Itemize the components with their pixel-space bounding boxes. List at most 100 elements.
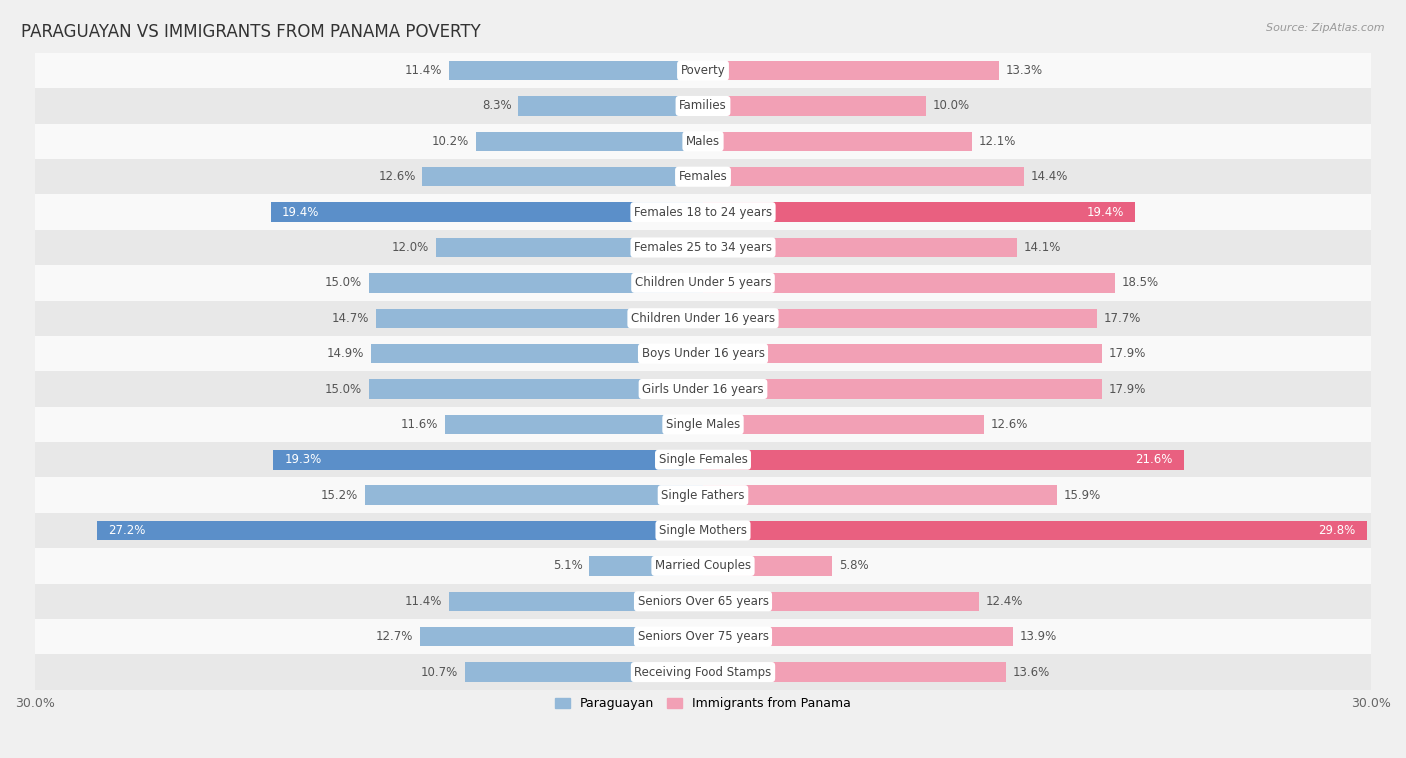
Bar bbox=[703, 61, 1000, 80]
Bar bbox=[703, 450, 1184, 469]
Text: 14.7%: 14.7% bbox=[332, 312, 368, 324]
Bar bbox=[35, 301, 1371, 336]
Text: 19.4%: 19.4% bbox=[1087, 205, 1123, 218]
Text: 5.1%: 5.1% bbox=[553, 559, 582, 572]
Bar bbox=[703, 96, 925, 116]
Legend: Paraguayan, Immigrants from Panama: Paraguayan, Immigrants from Panama bbox=[550, 692, 856, 716]
Bar bbox=[375, 309, 703, 328]
Bar bbox=[35, 194, 1371, 230]
Text: 10.0%: 10.0% bbox=[932, 99, 970, 112]
Bar bbox=[589, 556, 703, 575]
Text: Males: Males bbox=[686, 135, 720, 148]
Text: 13.6%: 13.6% bbox=[1012, 666, 1050, 678]
Text: 10.2%: 10.2% bbox=[432, 135, 470, 148]
Text: Married Couples: Married Couples bbox=[655, 559, 751, 572]
Text: 27.2%: 27.2% bbox=[108, 524, 146, 537]
Text: 13.3%: 13.3% bbox=[1005, 64, 1043, 77]
Text: 12.7%: 12.7% bbox=[377, 630, 413, 644]
Bar bbox=[703, 202, 1135, 222]
Bar bbox=[420, 627, 703, 647]
Text: 15.2%: 15.2% bbox=[321, 489, 359, 502]
Text: 12.4%: 12.4% bbox=[986, 595, 1024, 608]
Bar bbox=[449, 61, 703, 80]
Text: Source: ZipAtlas.com: Source: ZipAtlas.com bbox=[1267, 23, 1385, 33]
Text: 11.4%: 11.4% bbox=[405, 64, 443, 77]
Text: 14.4%: 14.4% bbox=[1031, 171, 1067, 183]
Bar bbox=[35, 548, 1371, 584]
Text: PARAGUAYAN VS IMMIGRANTS FROM PANAMA POVERTY: PARAGUAYAN VS IMMIGRANTS FROM PANAMA POV… bbox=[21, 23, 481, 41]
Bar bbox=[35, 478, 1371, 513]
Text: 8.3%: 8.3% bbox=[482, 99, 512, 112]
Bar bbox=[703, 273, 1115, 293]
Bar bbox=[703, 627, 1012, 647]
Text: 15.0%: 15.0% bbox=[325, 383, 363, 396]
Bar bbox=[436, 238, 703, 257]
Text: Single Males: Single Males bbox=[666, 418, 740, 431]
Bar bbox=[35, 53, 1371, 88]
Text: 13.9%: 13.9% bbox=[1019, 630, 1056, 644]
Text: 15.0%: 15.0% bbox=[325, 277, 363, 290]
Text: 17.9%: 17.9% bbox=[1108, 383, 1146, 396]
Bar bbox=[703, 591, 979, 611]
Bar bbox=[35, 88, 1371, 124]
Bar bbox=[35, 513, 1371, 548]
Text: Receiving Food Stamps: Receiving Food Stamps bbox=[634, 666, 772, 678]
Bar bbox=[273, 450, 703, 469]
Text: 29.8%: 29.8% bbox=[1319, 524, 1355, 537]
Bar bbox=[35, 230, 1371, 265]
Bar bbox=[35, 584, 1371, 619]
Bar bbox=[703, 379, 1102, 399]
Bar bbox=[35, 159, 1371, 194]
Bar bbox=[35, 619, 1371, 654]
Text: 17.7%: 17.7% bbox=[1104, 312, 1142, 324]
Bar bbox=[703, 662, 1005, 681]
Bar bbox=[371, 344, 703, 363]
Bar bbox=[703, 485, 1057, 505]
Text: 10.7%: 10.7% bbox=[420, 666, 458, 678]
Text: Females 25 to 34 years: Females 25 to 34 years bbox=[634, 241, 772, 254]
Bar bbox=[97, 521, 703, 540]
Bar bbox=[35, 442, 1371, 478]
Text: Families: Families bbox=[679, 99, 727, 112]
Text: 18.5%: 18.5% bbox=[1122, 277, 1159, 290]
Text: Single Females: Single Females bbox=[658, 453, 748, 466]
Text: 11.6%: 11.6% bbox=[401, 418, 439, 431]
Text: Single Mothers: Single Mothers bbox=[659, 524, 747, 537]
Text: 17.9%: 17.9% bbox=[1108, 347, 1146, 360]
Bar bbox=[35, 336, 1371, 371]
Bar bbox=[35, 407, 1371, 442]
Text: Females 18 to 24 years: Females 18 to 24 years bbox=[634, 205, 772, 218]
Bar bbox=[449, 591, 703, 611]
Text: Females: Females bbox=[679, 171, 727, 183]
Bar bbox=[35, 265, 1371, 301]
Bar bbox=[703, 132, 973, 151]
Text: Seniors Over 75 years: Seniors Over 75 years bbox=[637, 630, 769, 644]
Bar bbox=[368, 273, 703, 293]
Text: Poverty: Poverty bbox=[681, 64, 725, 77]
Bar bbox=[703, 238, 1017, 257]
Bar bbox=[703, 344, 1102, 363]
Text: 14.1%: 14.1% bbox=[1024, 241, 1062, 254]
Text: Boys Under 16 years: Boys Under 16 years bbox=[641, 347, 765, 360]
Bar bbox=[364, 485, 703, 505]
Text: Children Under 16 years: Children Under 16 years bbox=[631, 312, 775, 324]
Bar bbox=[422, 167, 703, 186]
Text: 19.3%: 19.3% bbox=[284, 453, 322, 466]
Bar bbox=[465, 662, 703, 681]
Bar bbox=[35, 654, 1371, 690]
Text: Girls Under 16 years: Girls Under 16 years bbox=[643, 383, 763, 396]
Bar bbox=[703, 167, 1024, 186]
Bar bbox=[703, 415, 984, 434]
Text: 5.8%: 5.8% bbox=[839, 559, 869, 572]
Text: 12.0%: 12.0% bbox=[392, 241, 429, 254]
Text: 21.6%: 21.6% bbox=[1136, 453, 1173, 466]
Text: 12.6%: 12.6% bbox=[990, 418, 1028, 431]
Text: 15.9%: 15.9% bbox=[1064, 489, 1101, 502]
Text: 14.9%: 14.9% bbox=[328, 347, 364, 360]
Bar bbox=[703, 309, 1097, 328]
Text: 12.6%: 12.6% bbox=[378, 171, 416, 183]
Bar bbox=[444, 415, 703, 434]
Bar bbox=[368, 379, 703, 399]
Text: 19.4%: 19.4% bbox=[283, 205, 319, 218]
Text: Seniors Over 65 years: Seniors Over 65 years bbox=[637, 595, 769, 608]
